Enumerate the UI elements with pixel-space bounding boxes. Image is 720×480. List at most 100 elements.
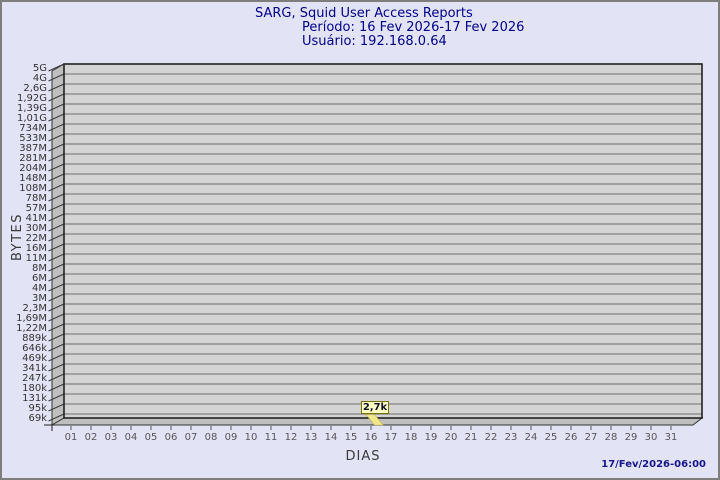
y-tick-label: 8M <box>32 263 47 274</box>
y-tick-label: 180k <box>22 383 47 394</box>
y-tick <box>48 353 65 362</box>
y-tick-label: 131k <box>22 393 47 404</box>
y-tick <box>48 113 65 122</box>
y-tick-label: 889k <box>22 333 47 344</box>
y-tick <box>48 333 65 342</box>
y-tick <box>48 73 65 82</box>
y-tick-label: 204M <box>19 163 47 174</box>
x-tick-label: 07 <box>185 432 198 443</box>
value-flag: 2,7k <box>361 401 389 414</box>
x-tick-label: 30 <box>645 432 658 443</box>
x-tick-label: 03 <box>105 432 118 443</box>
x-axis-title: DIAS <box>345 449 381 464</box>
y-tick-label: 11M <box>26 253 47 264</box>
y-tick-label: 1,69M <box>16 313 47 324</box>
y-tick-label: 57M <box>26 203 47 214</box>
y-tick <box>48 183 65 192</box>
y-tick <box>48 123 65 132</box>
x-tick-label: 27 <box>585 432 598 443</box>
y-tick <box>48 293 65 302</box>
x-tick-label: 11 <box>265 432 278 443</box>
chart-plot-border <box>63 63 703 419</box>
y-tick <box>48 373 65 382</box>
y-tick <box>48 163 65 172</box>
y-tick <box>48 313 65 322</box>
y-tick <box>48 413 65 422</box>
value-flag-label: 2,7k <box>362 402 388 413</box>
y-tick-label: 5G <box>33 63 47 74</box>
y-tick <box>48 93 65 102</box>
y-axis-title: BYTES <box>10 212 25 262</box>
x-tick-label: 13 <box>305 432 318 443</box>
y-tick-label: 4G <box>33 73 47 84</box>
y-tick <box>48 243 65 252</box>
y-tick-label: 281M <box>19 153 47 164</box>
data-bar-day-16 <box>365 414 384 426</box>
y-tick-label: 22M <box>26 233 47 244</box>
report-title: SARG, Squid User Access Reports <box>255 6 473 21</box>
y-tick-label: 469k <box>22 353 47 364</box>
y-tick-label: 148M <box>19 173 47 184</box>
y-tick <box>48 133 65 142</box>
y-tick-label: 1,92G <box>17 93 47 104</box>
y-tick-label: 1,01G <box>17 113 47 124</box>
generation-timestamp: 17/Fev/2026-06:00 <box>601 459 706 470</box>
report-period: Período: 16 Fev 2026-17 Fev 2026 <box>302 20 525 35</box>
y-tick-label: 341k <box>22 363 47 374</box>
y-tick <box>48 83 65 92</box>
x-tick-label: 20 <box>445 432 458 443</box>
x-tick-label: 23 <box>505 432 518 443</box>
report-user: Usuário: 192.168.0.64 <box>302 34 447 49</box>
y-tick <box>48 223 65 232</box>
y-tick <box>48 283 65 292</box>
x-tick-label: 05 <box>145 432 158 443</box>
y-tick <box>48 203 65 212</box>
y-tick-label: 41M <box>26 213 47 224</box>
y-tick-label: 16M <box>26 243 47 254</box>
y-tick-label: 247k <box>22 373 47 384</box>
y-tick-label: 2,3M <box>22 303 47 314</box>
y-tick <box>48 403 65 412</box>
y-tick <box>48 393 65 402</box>
y-tick-label: 78M <box>26 193 47 204</box>
x-tick-label: 29 <box>625 432 638 443</box>
y-tick-label: 2,6G <box>23 83 47 94</box>
x-tick-label: 22 <box>485 432 498 443</box>
y-tick <box>48 173 65 182</box>
x-tick-label: 28 <box>605 432 618 443</box>
x-tick-label: 16 <box>365 432 378 443</box>
x-tick-label: 26 <box>565 432 578 443</box>
x-tick-label: 12 <box>285 432 298 443</box>
y-tick <box>48 153 65 162</box>
x-tick-label: 15 <box>345 432 358 443</box>
y-tick-label: 95k <box>28 403 47 414</box>
y-tick-label: 1,39G <box>17 103 47 114</box>
y-tick-label: 69k <box>28 413 47 424</box>
x-tick-label: 10 <box>245 432 258 443</box>
y-tick-label: 3M <box>32 293 47 304</box>
y-tick <box>48 63 65 72</box>
y-tick <box>48 303 65 312</box>
y-tick <box>48 263 65 272</box>
y-tick <box>48 213 65 222</box>
x-tick-label: 21 <box>465 432 478 443</box>
y-tick-label: 6M <box>32 273 47 284</box>
y-tick <box>48 273 65 282</box>
y-tick-label: 646k <box>22 343 47 354</box>
y-tick-label: 533M <box>19 133 47 144</box>
y-tick-label: 30M <box>26 223 47 234</box>
y-tick <box>48 323 65 332</box>
y-tick <box>48 233 65 242</box>
y-tick <box>48 103 65 112</box>
y-tick <box>48 383 65 392</box>
y-tick-label: 1,22M <box>16 323 47 334</box>
x-tick-label: 25 <box>545 432 558 443</box>
x-tick-label: 06 <box>165 432 178 443</box>
y-tick <box>48 253 65 262</box>
x-tick-label: 08 <box>205 432 218 443</box>
y-tick <box>48 363 65 372</box>
x-tick-label: 04 <box>125 432 138 443</box>
y-tick <box>48 143 65 152</box>
